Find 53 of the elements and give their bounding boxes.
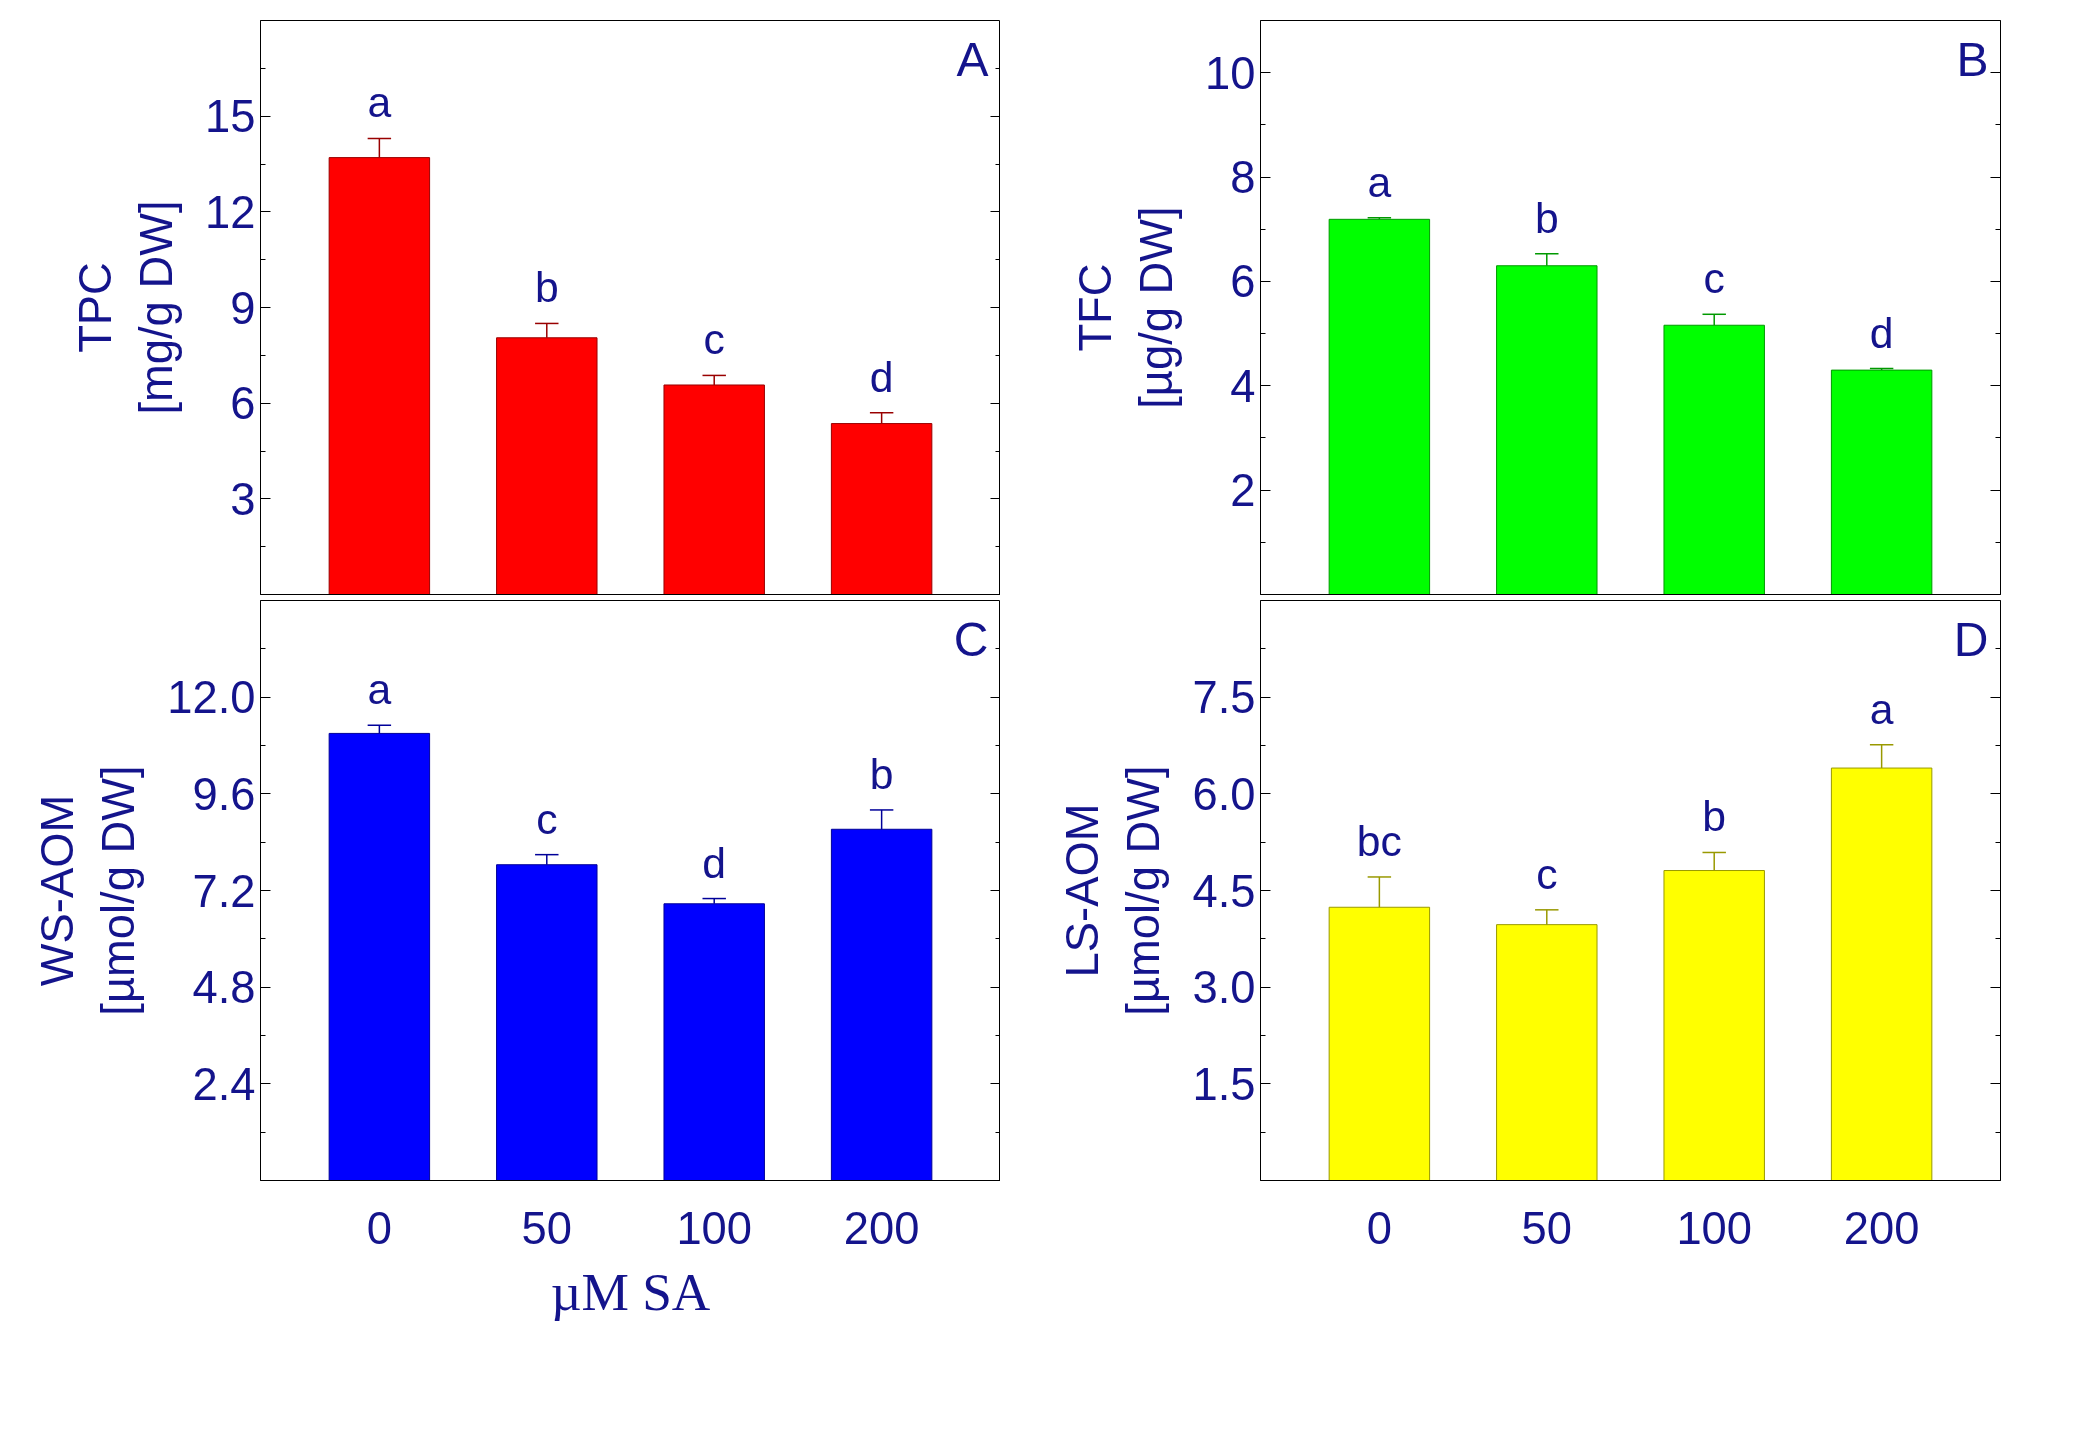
- x-tick-label: 50: [521, 1202, 572, 1254]
- annotation: a: [367, 665, 392, 714]
- y-tick-label: 12.0: [167, 672, 256, 724]
- x-tick-label: 200: [1843, 1202, 1920, 1254]
- x-tick-label: 100: [676, 1202, 753, 1254]
- x-tick-label: 0: [1366, 1202, 1392, 1254]
- y-tick-label: 12: [205, 186, 256, 238]
- y-tick-label: 4: [1230, 360, 1256, 412]
- x-axis-title: µM SA: [550, 1261, 711, 1322]
- y-axis-title: LS-AOM [µmol/g DW]: [1057, 765, 1170, 1016]
- y-tick-label: 9: [230, 282, 256, 334]
- annotation: d: [702, 838, 727, 887]
- annotation: d: [869, 352, 894, 401]
- x-tick-label: 100: [1676, 1202, 1753, 1254]
- annotation: bc: [1356, 816, 1402, 865]
- y-tick-label: 9.6: [192, 768, 256, 820]
- y-tick-label: 2: [1230, 465, 1256, 517]
- annotation: C: [953, 612, 989, 666]
- y-tick-label: 7.5: [1192, 672, 1256, 724]
- y-tick-label: 2.4: [192, 1058, 256, 1110]
- y-tick-label: 10: [1205, 47, 1256, 99]
- annotation: d: [1869, 308, 1894, 357]
- annotation: b: [1702, 792, 1727, 841]
- annotation: c: [703, 315, 725, 364]
- y-tick-label: 4.5: [1192, 865, 1256, 917]
- annotation: b: [1534, 193, 1559, 242]
- y-tick-label: 3.0: [1192, 962, 1256, 1014]
- annotation: A: [956, 32, 989, 86]
- annotation: a: [1367, 157, 1392, 206]
- y-tick-label: 3: [230, 473, 256, 525]
- y-tick-label: 15: [205, 91, 256, 143]
- y-tick-label: 4.8: [192, 962, 256, 1014]
- y-axis-title: TFC [µg/g DW]: [1069, 206, 1183, 409]
- annotation: D: [1953, 612, 1989, 666]
- y-axis-title: WS-AOM [µmol/g DW]: [32, 765, 145, 1016]
- x-tick-label: 200: [843, 1202, 920, 1254]
- x-tick-label: 0: [366, 1202, 392, 1254]
- x-tick-label: 50: [1521, 1202, 1572, 1254]
- annotation: c: [1703, 254, 1725, 303]
- annotation: a: [367, 78, 392, 127]
- annotation: a: [1869, 684, 1894, 733]
- annotation: b: [534, 263, 559, 312]
- annotation: b: [869, 749, 894, 798]
- annotation: c: [1536, 849, 1558, 898]
- y-tick-label: 8: [1230, 152, 1256, 204]
- annotation: B: [1956, 32, 1989, 86]
- annotation: c: [536, 794, 558, 843]
- y-tick-label: 1.5: [1192, 1058, 1256, 1110]
- y-axis-title: TPC [mg/g DW]: [69, 200, 183, 415]
- y-tick-label: 6.0: [1192, 768, 1256, 820]
- y-tick-label: 6: [230, 378, 256, 430]
- y-tick-label: 6: [1230, 256, 1256, 308]
- y-tick-label: 7.2: [192, 865, 256, 917]
